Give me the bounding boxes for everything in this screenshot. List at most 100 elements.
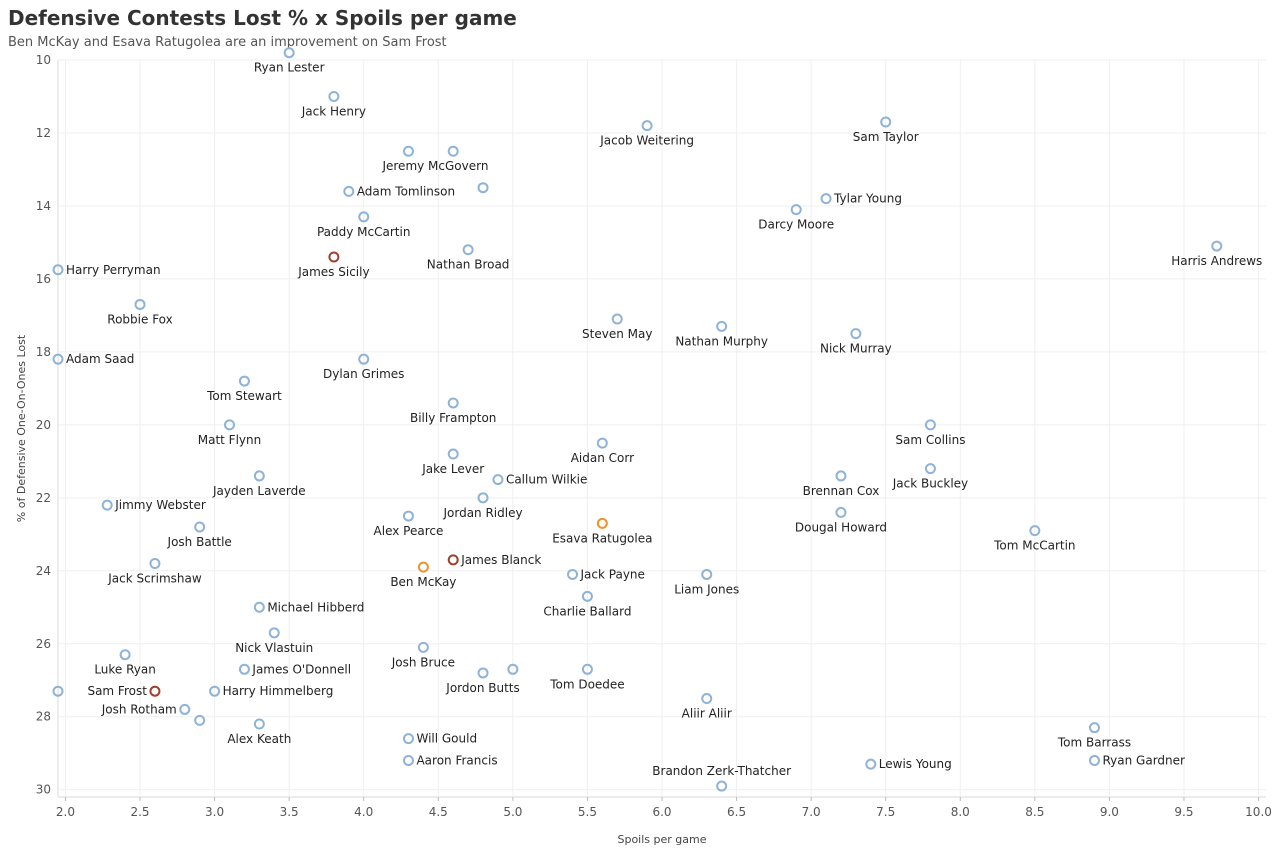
point-label: Robbie Fox: [107, 312, 172, 326]
y-tick-label: 16: [36, 272, 51, 286]
point-label: Jeremy McGovern: [381, 159, 488, 173]
point-label: Brennan Cox: [803, 484, 880, 498]
y-tick-label: 30: [36, 783, 51, 797]
point-label: Tylar Young: [833, 192, 902, 206]
y-axis-ticks: 10 12 14 16 18 20 22 24 26 28 30: [36, 53, 51, 797]
point-label: Matt Flynn: [198, 433, 261, 447]
data-point: [283, 47, 295, 59]
data-point: [477, 492, 489, 504]
point-label: Billy Frampton: [410, 411, 496, 425]
point-label: Lewis Young: [879, 757, 952, 771]
point-label: Will Gould: [416, 732, 477, 746]
data-point: [1029, 525, 1041, 537]
point-label: Harry Perryman: [66, 263, 161, 277]
point-label: Jake Lever: [421, 462, 484, 476]
data-point: [328, 251, 340, 263]
x-tick-label: 2.5: [130, 805, 149, 819]
x-tick-label: 2.0: [56, 805, 75, 819]
point-label: Jayden Laverde: [212, 484, 306, 498]
data-point: [328, 90, 340, 102]
point-label: Charlie Ballard: [543, 604, 631, 618]
chart-subtitle: Ben McKay and Esava Ratugolea are an imp…: [8, 35, 447, 50]
data-point: [52, 264, 64, 276]
x-tick-label: 3.5: [280, 805, 299, 819]
data-point: [149, 685, 161, 697]
point-label: Nathan Murphy: [675, 334, 768, 348]
data-point: [253, 601, 265, 613]
data-point: [253, 470, 265, 482]
data-point: [52, 685, 64, 697]
point-label: Tom Stewart: [206, 389, 282, 403]
x-tick-label: 4.5: [429, 805, 448, 819]
point-label: Josh Bruce: [391, 655, 455, 669]
data-point: [52, 353, 64, 365]
data-point: [820, 193, 832, 205]
point-label: Aidan Corr: [571, 451, 634, 465]
point-label: Nathan Broad: [427, 258, 510, 272]
point-label: Liam Jones: [674, 582, 739, 596]
point-label: Michael Hibberd: [267, 600, 364, 614]
point-label: Jack Henry: [301, 104, 366, 118]
data-point: [119, 649, 131, 661]
y-tick-label: 18: [36, 345, 51, 359]
data-point: [596, 437, 608, 449]
x-tick-label: 10.0: [1245, 805, 1272, 819]
data-point: [701, 568, 713, 580]
data-point: [358, 211, 370, 223]
data-point: [447, 145, 459, 157]
data-point: [716, 780, 728, 792]
point-label: Callum Wilkie: [506, 473, 587, 487]
data-point: [850, 328, 862, 340]
data-point: [835, 506, 847, 518]
point-label: Alex Pearce: [374, 524, 444, 538]
data-point: [101, 499, 113, 511]
data-point: [492, 474, 504, 486]
data-point: [924, 463, 936, 475]
x-axis-ticks: 2.0 2.5 3.0 3.5 4.0 4.5 5.0 5.5 6.0 6.5 7.0 7.5 8.0 8…: [56, 797, 1272, 819]
data-point: [507, 663, 519, 675]
data-point: [835, 470, 847, 482]
point-label: Alex Keath: [227, 732, 291, 746]
data-point: [1088, 755, 1100, 767]
data-point: [462, 244, 474, 256]
data-point: [716, 320, 728, 332]
data-point: [402, 755, 414, 767]
data-point: [477, 667, 489, 679]
data-points: Ryan Lester Jack Henry Jacob Weitering Sam …: [52, 47, 1262, 792]
data-point: [402, 510, 414, 522]
data-point: [402, 733, 414, 745]
y-axis-label: % of Defensive One-On-Ones Lost: [15, 334, 28, 522]
data-point: [253, 718, 265, 730]
point-label: Sam Collins: [895, 433, 965, 447]
x-tick-label: 6.0: [652, 805, 671, 819]
x-tick-label: 7.0: [802, 805, 821, 819]
x-tick-label: 3.0: [205, 805, 224, 819]
data-point: [567, 568, 579, 580]
data-point: [209, 685, 221, 697]
data-point: [268, 627, 280, 639]
point-label: Aaron Francis: [416, 754, 497, 768]
y-tick-label: 24: [36, 564, 51, 578]
point-label: Aliir Aliir: [682, 706, 732, 720]
point-label: Josh Rotham: [101, 702, 177, 716]
point-label: Sam Frost: [87, 684, 147, 698]
data-point: [1088, 722, 1100, 734]
point-label: Ryan Lester: [254, 61, 325, 75]
x-tick-label: 6.5: [727, 805, 746, 819]
data-point: [402, 145, 414, 157]
point-label: Jordon Butts: [445, 681, 519, 695]
x-tick-label: 8.0: [951, 805, 970, 819]
point-label: Jack Buckley: [892, 477, 968, 491]
y-tick-label: 22: [36, 491, 51, 505]
point-label: Ben McKay: [390, 575, 456, 589]
data-point: [179, 703, 191, 715]
data-point: [134, 298, 146, 310]
point-label: Jimmy Webster: [114, 498, 206, 512]
data-point: [358, 353, 370, 365]
point-label: Jack Scrimshaw: [107, 571, 202, 585]
y-tick-label: 20: [36, 418, 51, 432]
point-label: Steven May: [582, 327, 652, 341]
x-axis-label: Spoils per game: [617, 833, 706, 846]
point-label: James Blanck: [460, 553, 541, 567]
